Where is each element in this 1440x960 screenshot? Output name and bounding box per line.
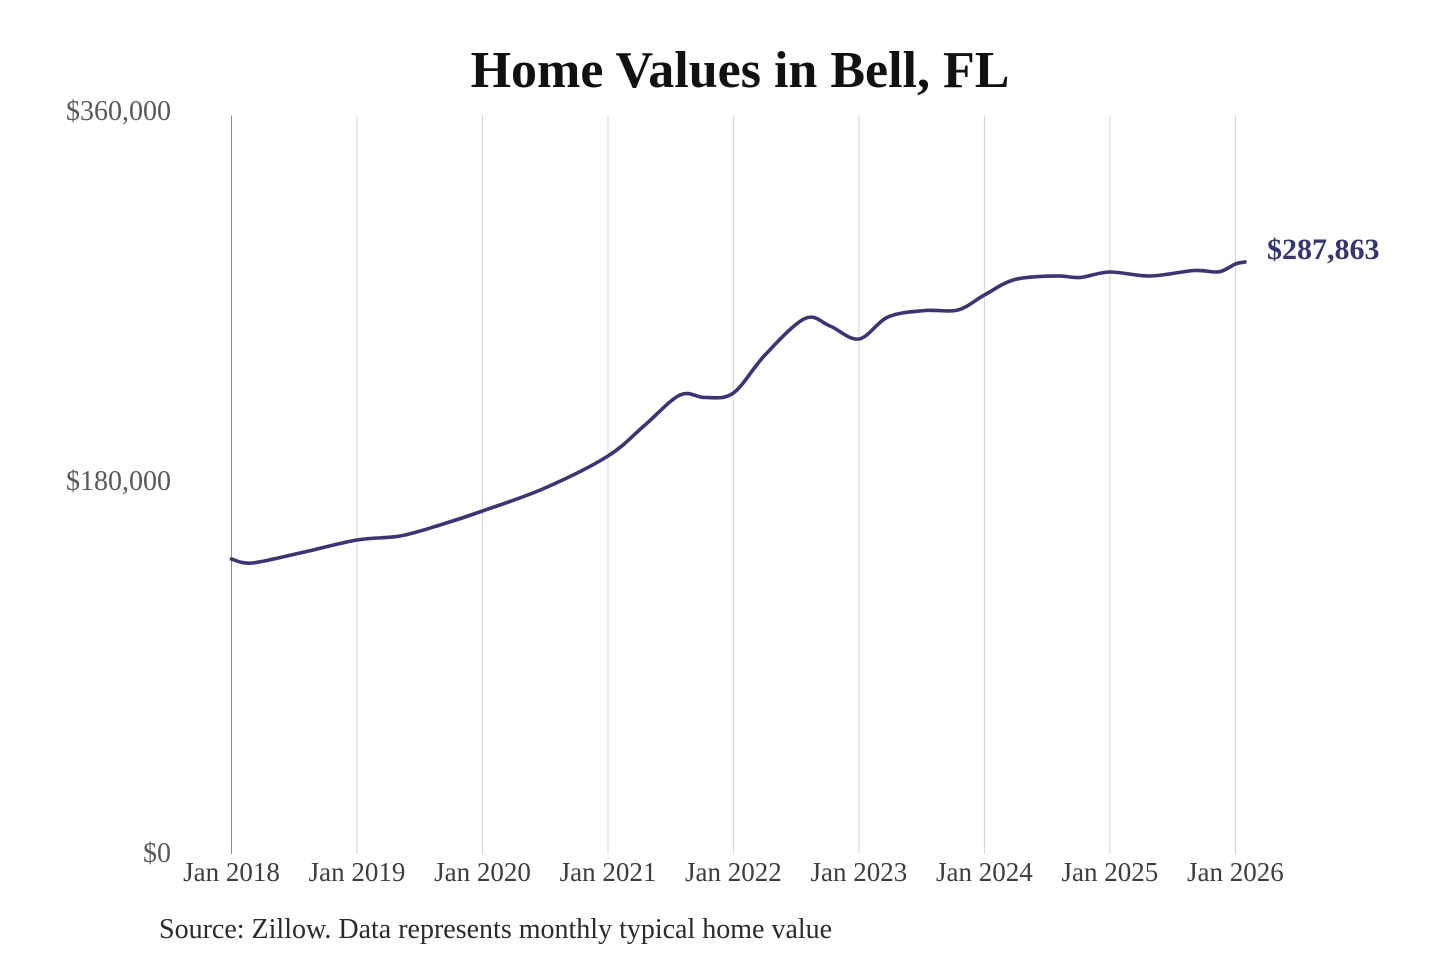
svg-text:Jan 2021: Jan 2021 <box>560 857 657 887</box>
svg-text:Jan 2025: Jan 2025 <box>1062 857 1159 887</box>
svg-text:Jan 2018: Jan 2018 <box>183 857 280 887</box>
svg-text:Jan 2019: Jan 2019 <box>309 857 406 887</box>
svg-text:$287,863: $287,863 <box>1267 233 1380 266</box>
svg-text:Jan 2022: Jan 2022 <box>685 857 782 887</box>
svg-text:$0: $0 <box>143 838 171 869</box>
svg-text:$360,000: $360,000 <box>66 96 171 127</box>
svg-text:Jan 2026: Jan 2026 <box>1187 857 1284 887</box>
svg-text:Jan 2024: Jan 2024 <box>936 857 1033 887</box>
svg-text:$180,000: $180,000 <box>66 466 171 497</box>
svg-text:Jan 2020: Jan 2020 <box>434 857 531 887</box>
svg-text:Jan 2023: Jan 2023 <box>811 857 908 887</box>
